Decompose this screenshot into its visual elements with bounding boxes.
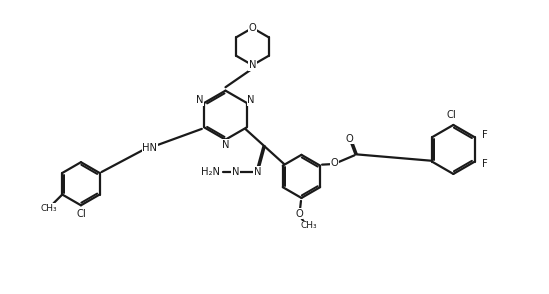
Text: O: O — [331, 158, 339, 168]
Text: N: N — [197, 96, 204, 106]
Text: CH₃: CH₃ — [40, 204, 57, 213]
Text: F: F — [483, 130, 488, 140]
Text: H₂N: H₂N — [201, 167, 220, 177]
Text: O: O — [346, 134, 354, 144]
Text: O: O — [295, 209, 303, 219]
Text: N: N — [254, 167, 261, 177]
Text: N: N — [222, 140, 229, 150]
Text: F: F — [483, 159, 488, 169]
Text: CH₃: CH₃ — [300, 221, 317, 230]
Text: N: N — [247, 96, 255, 106]
Text: HN: HN — [142, 143, 157, 153]
Text: Cl: Cl — [446, 110, 456, 120]
Text: O: O — [249, 23, 256, 33]
Text: N: N — [232, 167, 239, 177]
Text: Cl: Cl — [76, 209, 86, 219]
Text: N: N — [249, 60, 256, 70]
